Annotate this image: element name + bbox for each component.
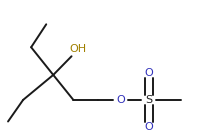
Text: O: O [144,68,152,78]
Text: OH: OH [69,44,87,54]
Text: O: O [116,95,124,105]
Text: O: O [144,122,152,132]
Text: S: S [144,95,152,105]
